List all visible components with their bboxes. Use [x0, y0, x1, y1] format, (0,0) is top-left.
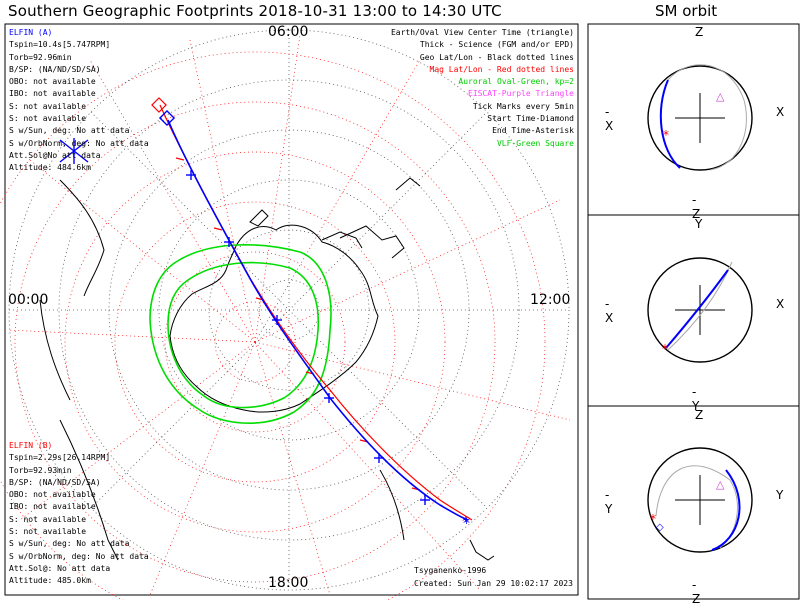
legend-item: Earth/Oval View Center Time (triangle): [390, 28, 574, 37]
legend-item: End Time-Asterisk: [492, 126, 574, 136]
svg-text:*: *: [663, 128, 669, 142]
svg-text:△: △: [716, 90, 725, 103]
elfin-a-end-asterisk: *: [463, 516, 470, 532]
time-label-left: 00:00: [8, 292, 49, 308]
plot-title: Southern Geographic Footprints 2018-10-3…: [8, 2, 502, 20]
elfin-a-line: Tspin=10.4s[5.747RPM]: [9, 40, 111, 50]
elfin-b-start-diamond: [151, 97, 167, 113]
time-label-top: 06:00: [268, 24, 309, 40]
elfin-a-line: B/SP: (NA/ND/SD/SA): [9, 64, 101, 74]
elfin-a-line: OBO: not available: [9, 77, 96, 87]
axis-label: Y: [695, 217, 703, 231]
mag-grid: [0, 34, 571, 600]
axis-label: -X: [605, 297, 614, 325]
elfin-b-line: Att.Sol@: No att data: [9, 563, 111, 573]
elfin-b-track: *: [151, 97, 473, 530]
geo-grid: [8, 29, 570, 591]
legend-item: EISCAT-Purple Triangle: [468, 89, 574, 99]
coastlines: [39, 177, 495, 561]
created-label: Created: Sun Jan 29 10:02:17 2023: [414, 579, 573, 588]
orbit-title: SM orbit: [655, 2, 718, 20]
legend-item: Start Time-Diamond: [487, 114, 574, 124]
elfin-b-line: S: not available: [9, 514, 87, 524]
elfin-b-name: ELFIN (B): [9, 441, 53, 450]
elfin-a-track: *: [59, 109, 470, 532]
svg-text:*: *: [662, 342, 668, 356]
elfin-b-line: Altitude: 485.0km: [9, 576, 91, 586]
elfin-a-info: ELFIN (A) Tspin=10.4s[5.747RPM] Torb=92.…: [9, 27, 149, 175]
elfin-a-line: Att.Sol@No att data: [9, 150, 101, 160]
elfin-b-info: ELFIN (B) Tspin=2.29s[26.14RPM] Torb=92.…: [9, 440, 149, 588]
axis-label: Y: [776, 488, 784, 502]
axis-label: Z: [695, 25, 704, 39]
legend-item: Auroral Oval-Green, kp=2: [458, 77, 574, 87]
map-frame: [4, 23, 579, 596]
svg-text:△: △: [716, 478, 725, 491]
elfin-a-line: IBO: not available: [9, 89, 96, 99]
legend: Earth/Oval View Center Time (triangle) T…: [391, 27, 574, 150]
elfin-b-end-asterisk: *: [462, 514, 469, 530]
elfin-a-line: S: not available: [9, 114, 87, 124]
svg-text:*: *: [650, 512, 656, 526]
orbit-panel-xz: △ *: [647, 64, 753, 171]
elfin-b-line: B/SP: (NA/ND/SD/SA): [9, 477, 101, 487]
legend-item: Geo Lat/Lon - Black dotted lines: [419, 52, 574, 62]
model-label: Tsyganenko-1996: [414, 566, 487, 575]
elfin-a-start-diamond: [158, 109, 176, 127]
elfin-b-line: S w/Sun, deg: No att data: [9, 539, 130, 549]
axis-label: -Z: [692, 578, 701, 606]
elfin-a-line: Torb=92.96min: [9, 52, 72, 62]
legend-item: Mag Lat/Lon - Red dotted lines: [429, 64, 575, 74]
orbit-panel-xy: *: [647, 257, 753, 363]
axis-label: X: [776, 105, 785, 119]
orbit-frame: [587, 23, 800, 600]
elfin-a-line: S w/OrbNorm, deg: No att data: [9, 138, 149, 148]
elfin-a-name: ELFIN (A): [9, 28, 53, 37]
legend-item: Tick Marks every 5min: [472, 101, 574, 111]
elfin-b-line: OBO: not available: [9, 490, 96, 500]
auroral-ovals: [149, 244, 332, 424]
axis-label: X: [776, 297, 785, 311]
legend-item: VLF-Green Square: [496, 138, 574, 148]
axis-label: -Y: [692, 385, 700, 413]
elfin-b-line: IBO: not available: [9, 502, 96, 512]
time-label-bottom: 18:00: [268, 575, 309, 591]
elfin-b-line: S w/OrbNorm, deg: No att data: [9, 551, 149, 561]
elfin-b-line: S: not available: [9, 527, 87, 537]
axis-label: -Y: [605, 488, 613, 516]
axis-label: -Z: [692, 193, 701, 221]
elfin-b-line: Torb=92.93min: [9, 465, 72, 475]
legend-item: Thick - Science (FGM and/or EPD): [419, 40, 574, 50]
svg-text:◇: ◇: [656, 522, 664, 533]
elfin-a-line: Altitude: 484.6km: [9, 163, 91, 173]
axis-label: Z: [695, 408, 704, 422]
orbit-panel-yz: △ * ◇: [647, 447, 753, 553]
time-label-right: 12:00: [530, 292, 571, 308]
elfin-b-line: Tspin=2.29s[26.14RPM]: [9, 453, 111, 463]
elfin-a-line: S w/Sun, deg: No att data: [9, 126, 130, 136]
axis-label: -X: [605, 105, 614, 133]
elfin-a-line: S: not available: [9, 101, 87, 111]
